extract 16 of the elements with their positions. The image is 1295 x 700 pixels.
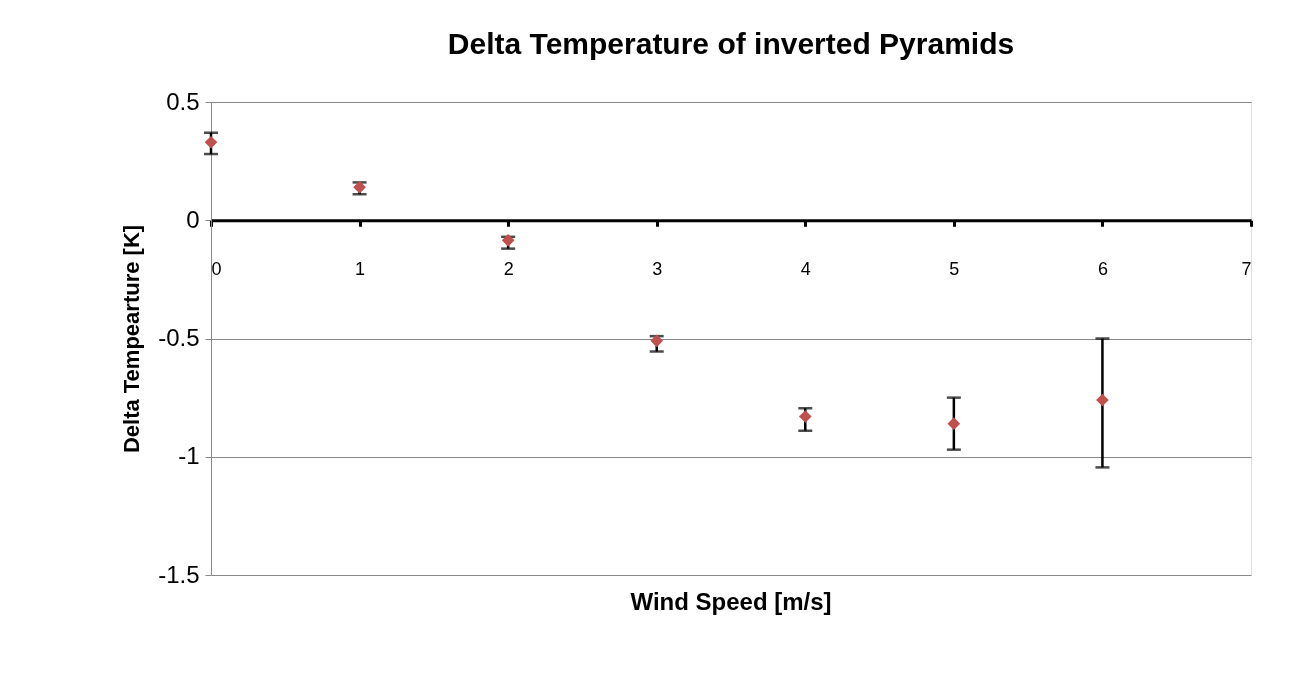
x-tick-label: 2 [503,258,514,279]
y-axis-title: Delta Tempearture [K] [119,224,145,454]
x-tick-label: 3 [652,258,663,279]
x-tick-label: 5 [949,258,960,279]
y-tick-label: 0 [186,205,200,233]
x-tick-label: 6 [1097,258,1108,279]
y-tick-label: 0.5 [166,87,200,115]
chart-title: Delta Temperature of inverted Pyramids [447,27,1015,60]
x-axis-title: Wind Speed [m/s] [630,588,832,615]
x-tick-label: 0 [211,258,222,279]
y-tick-label: -0.5 [158,324,200,351]
x-tick-label: 4 [800,258,811,279]
y-tick-label: -1.5 [158,560,200,588]
x-tick-label: 7 [1241,258,1252,279]
y-tick-label: -1 [178,442,200,470]
x-tick-label: 1 [355,258,366,279]
